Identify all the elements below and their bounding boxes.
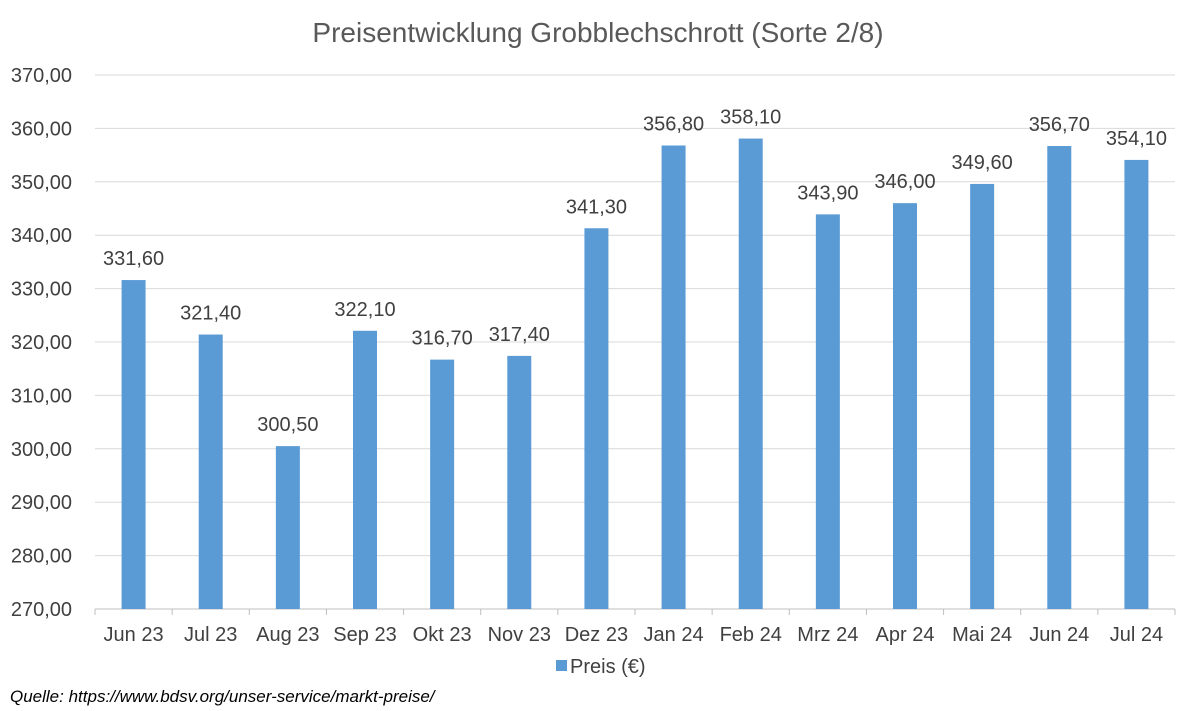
y-tick-label: 270,00 [11, 599, 72, 621]
bar [1124, 159, 1149, 609]
bar [893, 203, 917, 609]
bar [970, 183, 995, 609]
bar [121, 280, 146, 609]
y-tick-label: 370,00 [11, 65, 72, 87]
data-label: 346,00 [874, 171, 935, 193]
x-tick-label: Jun 24 [1029, 624, 1089, 646]
source-note: Quelle: https://www.bdsv.org/unser-servi… [10, 687, 435, 706]
data-label: 343,90 [797, 182, 858, 204]
bar [507, 355, 532, 609]
data-label: 321,40 [180, 303, 241, 325]
bar [430, 359, 455, 609]
x-tick-label: Aug 23 [256, 624, 319, 646]
y-tick-label: 340,00 [11, 225, 72, 247]
data-label: 356,70 [1029, 114, 1090, 136]
y-tick-label: 350,00 [11, 172, 72, 194]
x-tick-label: Mrz 24 [797, 624, 858, 646]
y-tick-label: 300,00 [11, 439, 72, 461]
x-tick-label: Jun 23 [104, 624, 164, 646]
data-label: 300,50 [257, 414, 318, 436]
bar [198, 334, 223, 609]
data-label: 322,10 [334, 299, 395, 321]
x-tick-label: Dez 23 [565, 624, 628, 646]
x-tick-label: Okt 23 [413, 624, 472, 646]
y-tick-label: 310,00 [11, 385, 72, 407]
y-tick-label: 330,00 [11, 279, 72, 301]
data-label: 341,30 [566, 196, 627, 218]
y-tick-label: 290,00 [11, 492, 72, 514]
bar [353, 330, 377, 609]
data-label: 331,60 [103, 248, 164, 270]
bar [584, 228, 609, 609]
data-label: 317,40 [489, 324, 550, 346]
bar [1047, 146, 1072, 609]
data-label: 358,10 [720, 107, 781, 129]
x-tick-label: Jul 23 [184, 624, 237, 646]
x-tick-label: Mai 24 [952, 624, 1012, 646]
legend-label: Preis (€) [570, 656, 646, 678]
x-tick-label: Sep 23 [333, 624, 396, 646]
y-tick-label: 360,00 [11, 118, 72, 140]
legend-swatch [556, 660, 567, 671]
bar [738, 138, 763, 609]
data-label: 354,10 [1106, 128, 1167, 150]
bar [661, 145, 686, 609]
bar [275, 446, 300, 609]
x-tick-label: Jul 24 [1110, 624, 1163, 646]
x-tick-label: Apr 24 [876, 624, 935, 646]
data-label: 356,80 [643, 113, 704, 135]
x-tick-label: Jan 24 [644, 624, 704, 646]
x-tick-label: Nov 23 [488, 624, 551, 646]
y-tick-label: 320,00 [11, 332, 72, 354]
bar [815, 214, 840, 609]
chart-title: Preisentwicklung Grobblechschrott (Sorte… [312, 17, 883, 48]
y-tick-label: 280,00 [11, 546, 72, 568]
data-label: 349,60 [952, 152, 1013, 174]
x-tick-label: Feb 24 [720, 624, 782, 646]
data-label: 316,70 [412, 328, 473, 350]
